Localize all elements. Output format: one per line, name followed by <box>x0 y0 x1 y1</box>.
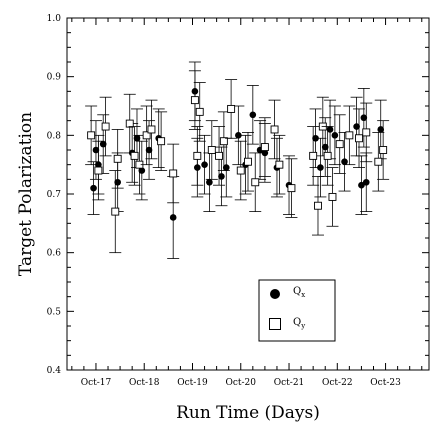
series-q-y-point <box>215 151 223 160</box>
series-q-x-point <box>358 181 365 189</box>
series-q-x-point <box>321 143 329 151</box>
series-q-y-point <box>94 166 103 175</box>
legend-label-qx: Qx <box>293 286 305 299</box>
series-q-y-point <box>125 119 134 128</box>
series-q-y-point <box>275 160 284 169</box>
series-q-y-point <box>147 125 156 134</box>
series-q-y-point <box>362 128 371 137</box>
series-q-x-point <box>341 158 348 166</box>
series-q-y-point <box>374 157 383 166</box>
series-q-y-point <box>113 154 122 163</box>
series-q-x-point <box>222 164 230 171</box>
y-tick-label: 0.7 <box>47 190 62 200</box>
series-q-y-point <box>323 151 332 160</box>
series-q-y-point <box>328 192 337 201</box>
axis-ticks <box>67 17 429 371</box>
y-tick-label: 0.4 <box>47 366 62 376</box>
y-tick-label: 0.9 <box>47 73 62 83</box>
series-q-x-point <box>92 146 100 154</box>
series-q-x-point <box>145 146 153 154</box>
series-q-x-point <box>362 178 370 186</box>
series-q-x-point <box>206 178 213 186</box>
series-q-x-point <box>360 114 368 122</box>
series-q-y-point <box>335 140 344 149</box>
series-q-x-point <box>201 161 208 168</box>
series-q-y-point <box>207 146 216 154</box>
series-q-y-point <box>142 131 151 140</box>
legend-label-qy: Qy <box>293 317 305 330</box>
series-q-y-point <box>195 107 204 116</box>
y-tick-label: 0.6 <box>47 249 62 259</box>
series-q-x-point <box>90 184 97 192</box>
legend-label-qx-main: Q <box>293 286 301 297</box>
series-q-x-point <box>377 126 385 133</box>
series-q-x-point <box>235 132 242 139</box>
legend-label-qx-sub: x <box>301 291 305 299</box>
series-q-y-point <box>355 134 363 143</box>
series-q-y-point <box>260 143 269 152</box>
legend-label-qy-main: Q <box>293 317 301 328</box>
series-q-x-point <box>218 173 225 180</box>
series-q-x-point <box>169 214 177 221</box>
series-q-y-point <box>87 131 96 140</box>
legend: Qx Qy <box>258 279 336 342</box>
x-tick-label: Oct-22 <box>322 378 353 388</box>
x-tick-label: Oct-23 <box>370 378 401 388</box>
legend-box <box>258 279 336 342</box>
x-tick-label: Oct-19 <box>177 378 208 388</box>
x-axis-title: Run Time (Days) <box>176 403 320 423</box>
series-q-x-point <box>138 167 146 174</box>
data-marks <box>85 61 390 259</box>
tick-labels: 0.4 0.5 0.6 0.7 0.8 0.9 1.0 Oct-17 Oct-18 Oct-19 O… <box>47 14 401 388</box>
series-q-y-point <box>219 137 228 146</box>
series-q-x-point <box>133 134 141 142</box>
legend-marker-qx <box>270 289 280 299</box>
series-q-y-point <box>227 104 236 113</box>
series-q-y-point <box>236 166 245 175</box>
series-q-x-point <box>249 111 257 119</box>
y-axis-title: Target Polarization <box>16 112 36 276</box>
series-q-y-point <box>101 122 110 131</box>
series-q-y-point <box>309 151 318 160</box>
series-q-y-point <box>157 137 166 146</box>
series-q-y-point <box>130 151 139 160</box>
series-q-y-point <box>314 201 322 210</box>
series-q-y-point <box>270 125 279 134</box>
x-tick-label: Oct-21 <box>274 378 305 388</box>
series-q-y-point <box>345 131 354 140</box>
x-tick-label: Oct-18 <box>129 378 160 388</box>
series-q-y-point <box>193 151 202 160</box>
series-q-x-point <box>326 126 334 133</box>
y-tick-label: 0.8 <box>47 131 62 141</box>
series-q-y-point <box>111 207 120 216</box>
series-q-y-point <box>190 96 199 105</box>
series-q-y-point <box>244 157 252 166</box>
x-tick-label: Oct-20 <box>225 378 256 388</box>
legend-label-qy-sub: y <box>300 322 305 330</box>
series-q-y-point <box>169 169 178 178</box>
series-q-x-point <box>317 164 324 171</box>
series-q-x-point <box>353 123 360 130</box>
y-tick-label: 0.5 <box>47 307 62 317</box>
series-q-x-point <box>331 132 339 139</box>
legend-marker-qy <box>269 318 281 330</box>
series-q-x-point <box>99 140 107 148</box>
series-q-y-point <box>251 178 260 187</box>
x-tick-label: Oct-17 <box>81 378 112 388</box>
series-q-y-point <box>379 146 388 154</box>
y-tick-label: 1.0 <box>47 14 62 24</box>
series-q-y-point <box>287 184 296 193</box>
